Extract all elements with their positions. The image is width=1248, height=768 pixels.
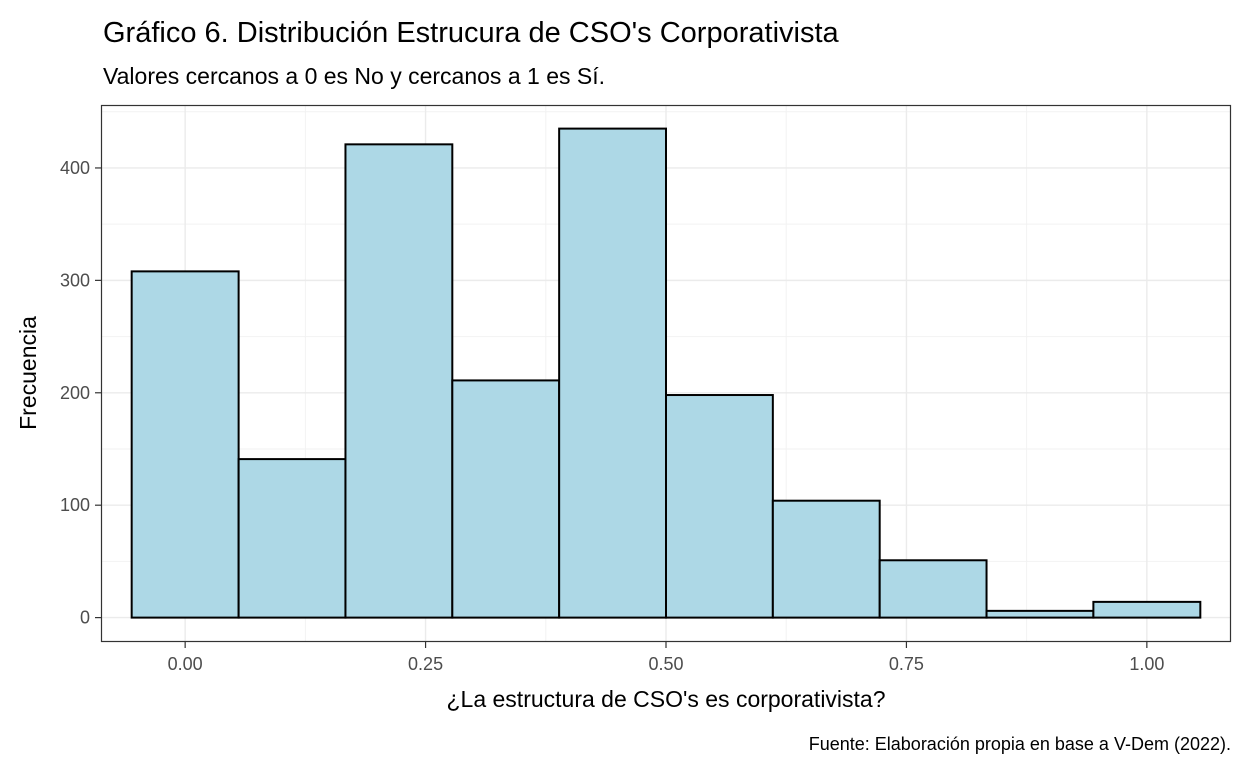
histogram-bar xyxy=(452,380,559,617)
chart-subtitle: Valores cercanos a 0 es No y cercanos a … xyxy=(103,63,605,89)
x-tick-label: 0.75 xyxy=(889,654,924,674)
histogram-bar xyxy=(880,560,987,617)
x-tick-label: 0.25 xyxy=(408,654,443,674)
histogram-bar xyxy=(132,271,239,617)
histogram-bar xyxy=(239,459,346,618)
x-axis: 0.00 0.25 0.50 0.75 1.00 xyxy=(168,642,1165,674)
histogram-bar xyxy=(345,144,452,617)
x-tick-label: 1.00 xyxy=(1129,654,1164,674)
chart-title: Gráfico 6. Distribución Estrucura de CSO… xyxy=(103,17,840,49)
y-tick-label: 400 xyxy=(60,158,90,178)
chart-caption: Fuente: Elaboración propia en base a V-D… xyxy=(809,734,1231,754)
histogram-bar xyxy=(1093,602,1200,618)
y-tick-label: 0 xyxy=(80,608,90,628)
y-tick-label: 300 xyxy=(60,270,90,290)
y-tick-label: 200 xyxy=(60,383,90,403)
histogram-bar xyxy=(773,501,880,618)
histogram-bar xyxy=(559,129,666,618)
y-tick-label: 100 xyxy=(60,495,90,515)
histogram-bar xyxy=(666,395,773,618)
histogram-bar xyxy=(987,611,1094,618)
x-axis-title: ¿La estructura de CSO's es corporativist… xyxy=(446,686,885,712)
y-axis: 0 100 200 300 400 xyxy=(60,158,101,628)
x-tick-label: 0.00 xyxy=(168,654,203,674)
plot-panel xyxy=(101,105,1231,642)
x-tick-label: 0.50 xyxy=(648,654,683,674)
y-axis-title: Frecuencia xyxy=(15,316,41,430)
